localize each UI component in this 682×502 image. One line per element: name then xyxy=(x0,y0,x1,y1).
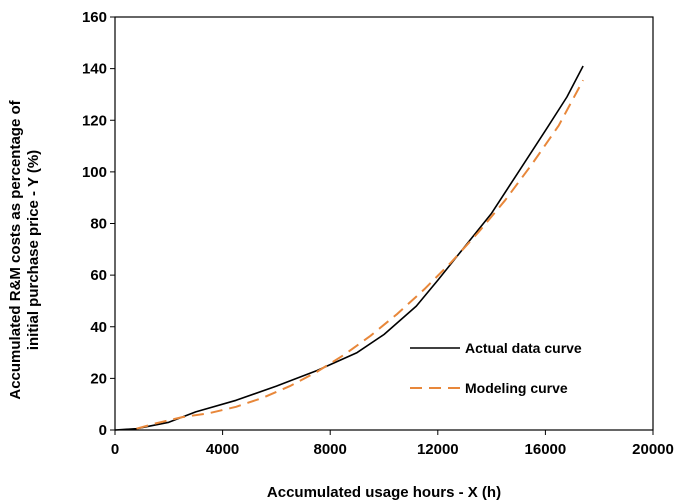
y-tick-label: 60 xyxy=(90,267,107,284)
y-tick-label: 0 xyxy=(99,422,107,439)
y-tick-label: 160 xyxy=(82,9,107,26)
y-tick-label: 80 xyxy=(90,216,107,233)
tick-labels: 0 4000 8000 12000 16000 20000 0 20 40 60 80 100 120 1… xyxy=(82,9,674,458)
y-axis-title: Accumulated R&M costs as percentage of i… xyxy=(7,99,42,399)
y-tick-label: 40 xyxy=(90,319,107,336)
plot-area xyxy=(114,16,654,431)
legend-label-modeling: Modeling curve xyxy=(465,380,568,396)
y-tick-label: 100 xyxy=(82,164,107,181)
x-tick-label: 0 xyxy=(111,441,119,458)
plot-frame xyxy=(114,16,654,431)
x-axis-title: Accumulated usage hours - X (h) xyxy=(267,484,501,501)
y-tick-label: 120 xyxy=(82,112,107,129)
x-tick-label: 20000 xyxy=(632,441,674,458)
x-tick-label: 8000 xyxy=(314,441,347,458)
series-line-actual xyxy=(114,65,584,431)
y-tick-label: 140 xyxy=(82,61,107,78)
series-line-modeling xyxy=(136,79,584,430)
y-axis-title-line-2: initial purchase price - Y (%) xyxy=(25,150,42,350)
x-tick-label: 4000 xyxy=(206,441,239,458)
y-tick-label: 20 xyxy=(90,370,107,387)
x-tick-label: 16000 xyxy=(525,441,567,458)
y-axis-title-line-1: Accumulated R&M costs as percentage of xyxy=(7,99,24,399)
x-tick-label: 12000 xyxy=(417,441,459,458)
legend-label-actual: Actual data curve xyxy=(465,340,582,356)
series-layer xyxy=(114,65,584,431)
legend: Actual data curve Modeling curve xyxy=(410,340,582,396)
